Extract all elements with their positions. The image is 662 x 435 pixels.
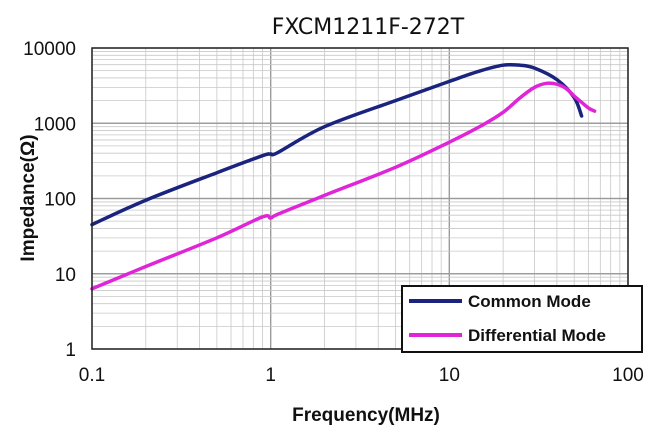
x-axis-label: Frequency(MHz) bbox=[292, 405, 440, 426]
y-tick-label: 10 bbox=[55, 265, 76, 286]
plot-lines bbox=[90, 62, 597, 291]
x-tick-label: 10 bbox=[439, 365, 460, 386]
series-line-differential-mode bbox=[90, 81, 597, 291]
x-tick-label: 1 bbox=[265, 365, 276, 386]
x-tick-label: 0.1 bbox=[79, 365, 105, 386]
legend-label-differential-mode: Differential Mode bbox=[468, 326, 606, 345]
plot-frame bbox=[91, 47, 629, 350]
legend: Common Mode Differential Mode bbox=[401, 285, 643, 353]
series-line-common-mode bbox=[90, 62, 584, 227]
legend-box bbox=[401, 285, 643, 353]
chart-title: FXCM1211F-272T bbox=[272, 15, 465, 40]
x-tick-label: 100 bbox=[612, 365, 644, 386]
y-tick-label: 10000 bbox=[23, 39, 76, 60]
y-tick-label: 1000 bbox=[34, 114, 76, 135]
y-tick-label: 1 bbox=[65, 340, 76, 361]
y-axis-label: Impedance(Ω) bbox=[18, 134, 39, 261]
y-tick-label: 100 bbox=[44, 190, 76, 211]
legend-label-common-mode: Common Mode bbox=[468, 292, 591, 311]
